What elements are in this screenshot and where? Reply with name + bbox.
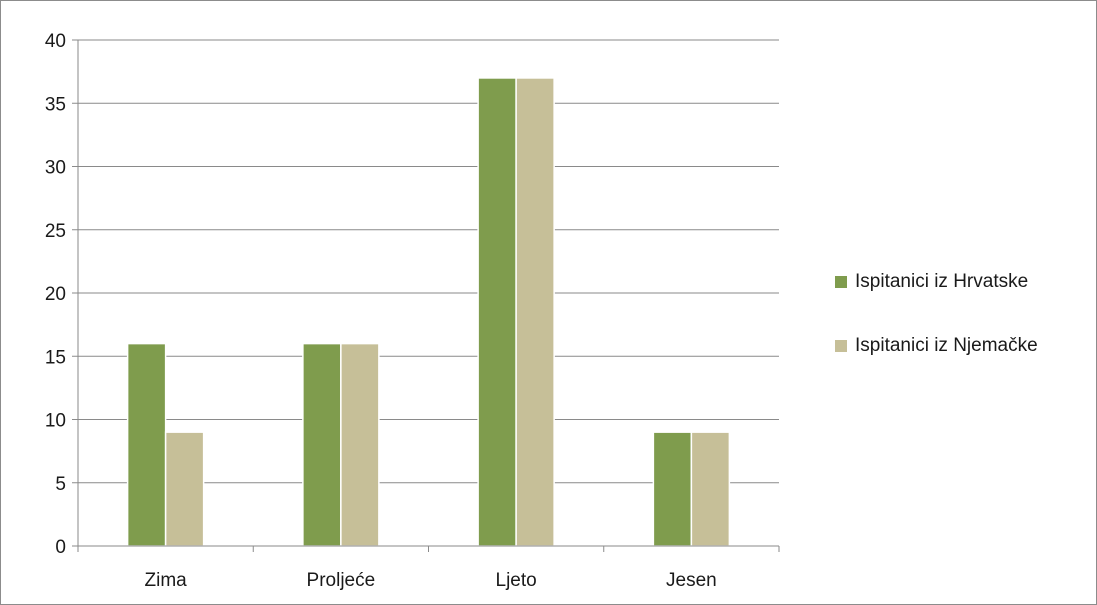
y-tick-label: 25 <box>45 221 66 242</box>
legend-label-series-1: Ispitanici iz Hrvatske <box>855 271 1029 292</box>
y-tick-label: 5 <box>55 474 66 495</box>
legend-swatch-series-1 <box>835 276 847 288</box>
gridlines <box>78 39 779 484</box>
y-tick-label: 40 <box>45 31 66 52</box>
y-axis-tick-labels: 0 5 10 15 20 25 30 35 40 <box>45 31 66 558</box>
y-tick-label: 30 <box>45 158 66 179</box>
axes <box>72 39 780 552</box>
y-tick-label: 20 <box>45 284 66 305</box>
bar-1-proljeće <box>302 342 342 547</box>
y-tick-label: 0 <box>55 537 66 558</box>
bars <box>126 77 731 547</box>
bar-1-ljeto <box>477 77 517 547</box>
x-tick-label: Jesen <box>666 570 717 591</box>
legend-label-series-2: Ispitanici iz Njemačke <box>855 335 1038 356</box>
legend-item-series-2: Ispitanici iz Njemačke <box>835 332 1085 360</box>
x-axis-tick-labels: Zima Proljeće Ljeto Jesen <box>145 570 717 591</box>
x-tick-label: Zima <box>145 570 188 591</box>
legend: Ispitanici iz Hrvatske Ispitanici iz Nje… <box>835 268 1085 396</box>
y-tick-label: 35 <box>45 94 66 115</box>
x-tick-label: Proljeće <box>307 570 376 591</box>
bar-2-proljeće <box>340 342 380 547</box>
legend-item-series-1: Ispitanici iz Hrvatske <box>835 268 1085 296</box>
x-tick-label: Ljeto <box>496 570 537 591</box>
bar-2-jesen <box>690 431 731 547</box>
y-tick-label: 10 <box>45 411 66 432</box>
bar-2-ljeto <box>515 77 555 547</box>
bar-1-jesen <box>652 431 693 547</box>
bar-2-zima <box>164 431 205 547</box>
y-tick-label: 15 <box>45 347 66 368</box>
bar-1-zima <box>126 342 167 547</box>
legend-swatch-series-2 <box>835 340 847 352</box>
